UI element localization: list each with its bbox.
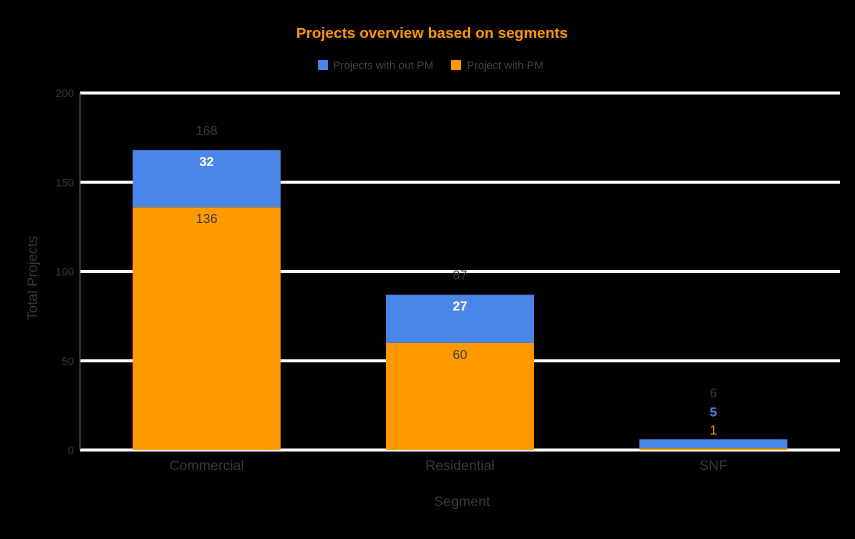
bar-projects-without-pm	[639, 439, 788, 449]
total-label: 168	[196, 123, 218, 138]
data-label-project-with-pm: 136	[196, 211, 218, 226]
x-axis-ticks: Commercial Residential SNF	[169, 457, 727, 473]
total-label: 6	[710, 385, 717, 400]
data-label-projects-without-pm: 27	[453, 299, 467, 314]
data-label-project-with-pm: 60	[453, 347, 467, 362]
data-label-projects-without-pm: 32	[199, 154, 213, 169]
bar-project-with-pm	[639, 448, 788, 450]
legend: Projects with out PM Project with PM	[318, 60, 543, 72]
x-tick-label: Commercial	[169, 457, 244, 473]
bar-projects-without-pm	[132, 150, 281, 208]
legend-swatch-projects-without-pm	[318, 60, 328, 70]
bar-project-with-pm	[386, 342, 534, 450]
legend-swatch-project-with-pm	[451, 60, 461, 70]
x-axis-title: Segment	[434, 493, 490, 509]
y-tick-label: 0	[68, 445, 74, 457]
chart-title: Projects overview based on segments	[296, 25, 568, 42]
data-labels: 168 32 136 87 27 60 6 5 1	[196, 123, 717, 437]
legend-label-project-with-pm: Project with PM	[467, 60, 543, 72]
y-axis-ticks: 0 50 100 150 200	[56, 88, 74, 457]
y-axis-title: Total Projects	[24, 236, 40, 320]
bar-projects-without-pm	[386, 294, 534, 343]
y-tick-label: 50	[62, 356, 74, 368]
x-tick-label: SNF	[699, 457, 727, 473]
bar-project-with-pm	[132, 207, 281, 450]
y-tick-label: 200	[56, 88, 74, 100]
data-label-project-with-pm: 1	[710, 422, 717, 437]
y-tick-label: 100	[56, 267, 74, 279]
legend-label-projects-without-pm: Projects with out PM	[333, 60, 433, 72]
x-tick-label: Residential	[425, 457, 494, 473]
bars	[132, 150, 788, 450]
y-tick-label: 150	[56, 177, 74, 189]
data-label-projects-without-pm: 5	[710, 404, 717, 419]
total-label: 87	[453, 268, 467, 283]
